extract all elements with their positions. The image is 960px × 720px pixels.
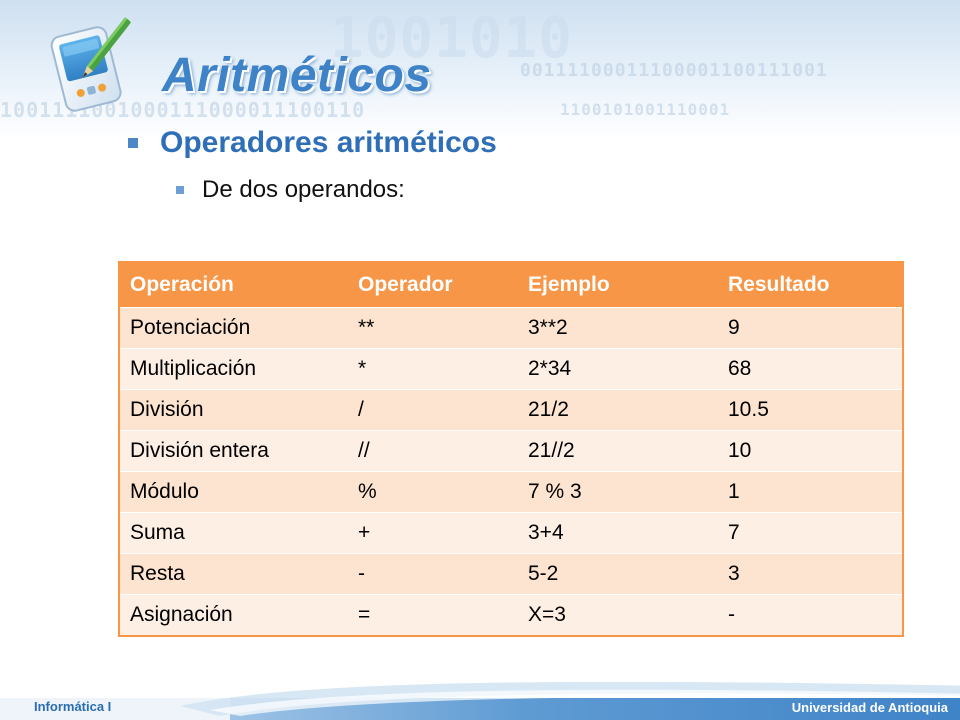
binary-decoration-left: 1001111001000111000011100110 (0, 98, 366, 122)
table-row: Resta - 5-2 3 (119, 553, 903, 595)
table-cell: 10.5 (718, 389, 903, 431)
table-cell: 5-2 (518, 553, 718, 595)
footer-university-label: Universidad de Antioquia (791, 700, 948, 715)
table-row: Suma + 3+4 7 (119, 512, 903, 554)
table-cell: + (348, 512, 518, 554)
footer-wave (180, 681, 960, 716)
bullet-level1: Operadores aritméticos (128, 126, 497, 160)
footer-right-band (230, 698, 960, 720)
table-cell: * (348, 348, 518, 390)
table-cell: Asignación (119, 594, 348, 636)
table-cell: División entera (119, 430, 348, 472)
table-cell: Suma (119, 512, 348, 554)
square-bullet-icon (128, 138, 138, 148)
table-cell: // (348, 430, 518, 472)
pda-pen-icon (44, 16, 136, 112)
table-cell: 9 (718, 307, 903, 349)
column-header-ejemplo: Ejemplo (518, 262, 718, 308)
table-cell: 21/2 (518, 389, 718, 431)
table-row: Asignación = X=3 - (119, 594, 903, 636)
table-row: División / 21/2 10.5 (119, 389, 903, 431)
operators-table: Operación Operador Ejemplo Resultado Pot… (118, 261, 904, 637)
column-header-resultado: Resultado (718, 262, 903, 308)
table-cell: % (348, 471, 518, 513)
table-cell: 7 (718, 512, 903, 554)
table-cell: = (348, 594, 518, 636)
table-cell: 10 (718, 430, 903, 472)
table-header-row: Operación Operador Ejemplo Resultado (119, 262, 903, 308)
bullet-level2: De dos operandos: (176, 176, 405, 204)
table-cell: División (119, 389, 348, 431)
table-cell: 1 (718, 471, 903, 513)
table-row: Módulo % 7 % 3 1 (119, 471, 903, 513)
table-cell: 3 (718, 553, 903, 595)
footer-band: Informática I Universidad de Antioquia (0, 676, 960, 720)
footer-course-label: Informática I (34, 699, 112, 714)
table-cell: Módulo (119, 471, 348, 513)
table-cell: 3**2 (518, 307, 718, 349)
header-band: 1001010 1001111001000111000011100110 001… (0, 0, 960, 140)
table-cell: / (348, 389, 518, 431)
footer-left-band (0, 698, 250, 720)
column-header-operador: Operador (348, 262, 518, 308)
table-row: División entera // 21//2 10 (119, 430, 903, 472)
table-cell: Resta (119, 553, 348, 595)
table-cell: Multiplicación (119, 348, 348, 390)
table-cell: - (718, 594, 903, 636)
binary-decoration-right-bottom: 1100101001110001 (560, 100, 731, 119)
table-cell: 2*34 (518, 348, 718, 390)
square-bullet-icon (176, 186, 184, 194)
binary-watermark-large: 1001010 (330, 6, 574, 71)
table-row: Potenciación ** 3**2 9 (119, 307, 903, 349)
bullet-level2-text: De dos operandos: (202, 176, 405, 203)
column-header-operacion: Operación (119, 262, 348, 308)
bullet-level1-text: Operadores aritméticos (160, 126, 497, 159)
table-cell: Potenciación (119, 307, 348, 349)
table-cell: X=3 (518, 594, 718, 636)
table-cell: - (348, 553, 518, 595)
table-cell: ** (348, 307, 518, 349)
table-cell: 7 % 3 (518, 471, 718, 513)
table-cell: 21//2 (518, 430, 718, 472)
table-row: Multiplicación * 2*34 68 (119, 348, 903, 390)
table-cell: 68 (718, 348, 903, 390)
slide-title: Aritméticos (162, 49, 432, 102)
table-cell: 3+4 (518, 512, 718, 554)
binary-decoration-right-top: 00111100011100001100111001 (520, 60, 828, 81)
